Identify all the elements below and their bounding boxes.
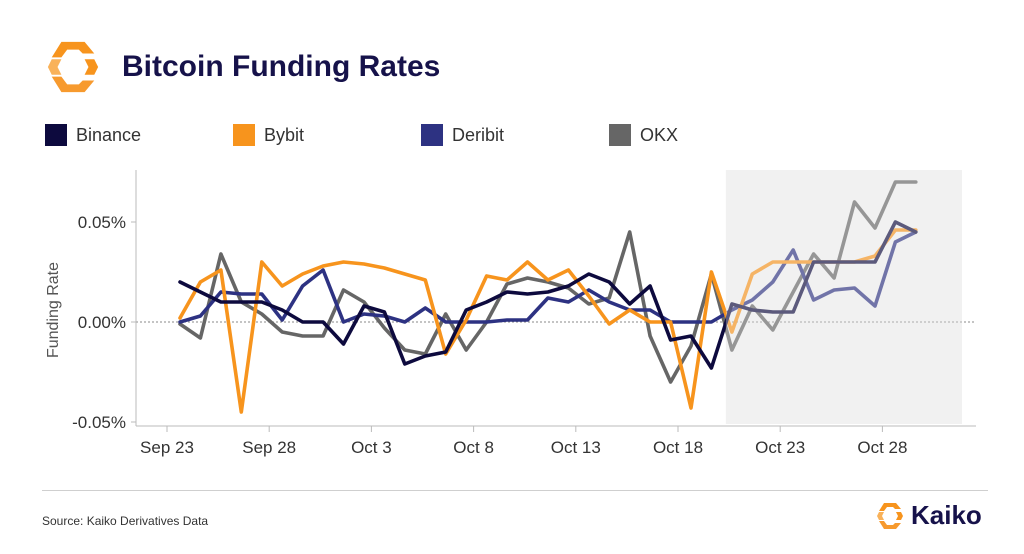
kaiko-logo-icon	[47, 41, 99, 93]
forecast-shaded-region	[725, 170, 962, 424]
x-tick-label: Oct 8	[453, 438, 494, 457]
x-tick-label: Sep 23	[140, 438, 194, 457]
footer-divider	[42, 490, 988, 491]
x-tick-label: Oct 23	[755, 438, 805, 457]
legend-swatch-okx	[609, 124, 631, 146]
x-tick-label: Sep 28	[242, 438, 296, 457]
legend-item-bybit: Bybit	[233, 124, 304, 146]
brand: Kaiko	[875, 500, 982, 531]
legend-label: OKX	[640, 124, 679, 145]
y-axis-label: Funding Rate	[45, 262, 62, 358]
legend-swatch-deribit	[421, 124, 443, 146]
y-tick-label: 0.05%	[78, 213, 126, 232]
y-tick-label: 0.00%	[78, 313, 126, 332]
y-tick-label: -0.05%	[72, 413, 126, 432]
x-tick-label: Oct 13	[551, 438, 601, 457]
header: Bitcoin Funding Rates	[44, 38, 440, 96]
legend-swatch-bybit	[233, 124, 255, 146]
series-line-okx	[178, 180, 918, 384]
legend-label: Bybit	[264, 124, 305, 145]
series-line-binance	[178, 220, 918, 370]
x-tick-label: Oct 18	[653, 438, 703, 457]
legend-item-okx: OKX	[609, 124, 678, 146]
series-line-bybit	[178, 228, 918, 414]
legend-label: Binance	[76, 124, 142, 145]
legend-item-binance: Binance	[45, 124, 141, 146]
x-tick-label: Oct 3	[351, 438, 392, 457]
forecast-fade-overlay	[725, 170, 962, 424]
kaiko-logo-icon	[877, 502, 903, 529]
series-line-deribit	[178, 230, 918, 324]
source-note: Source: Kaiko Derivatives Data	[42, 514, 209, 528]
legend-label: Deribit	[452, 124, 505, 145]
legend-swatch-binance	[45, 124, 67, 146]
chart-legend: Binance Bybit Deribit OKX	[45, 124, 945, 148]
brand-name: Kaiko	[911, 500, 982, 530]
page-title: Bitcoin Funding Rates	[122, 50, 441, 83]
legend-item-deribit: Deribit	[421, 124, 504, 146]
x-tick-label: Oct 28	[857, 438, 907, 457]
